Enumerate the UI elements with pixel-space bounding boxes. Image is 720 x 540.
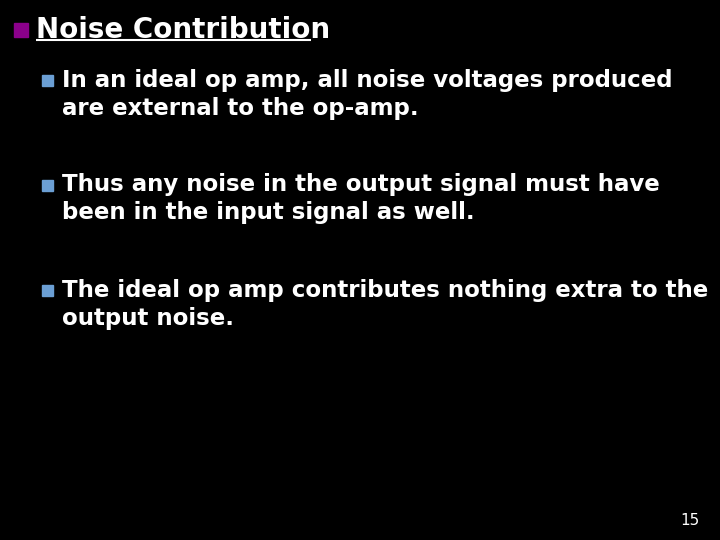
Text: The ideal op amp contributes nothing extra to the: The ideal op amp contributes nothing ext… (62, 279, 708, 301)
Bar (42, 75, 53, 85)
Text: been in the input signal as well.: been in the input signal as well. (62, 201, 474, 225)
Text: output noise.: output noise. (62, 307, 234, 329)
Text: In an ideal op amp, all noise voltages produced: In an ideal op amp, all noise voltages p… (62, 69, 672, 91)
Bar (42, 179, 53, 191)
Text: Noise Contribution: Noise Contribution (36, 16, 330, 44)
Bar (42, 285, 53, 295)
Bar (14, 23, 28, 37)
Text: are external to the op-amp.: are external to the op-amp. (62, 97, 418, 119)
Text: Thus any noise in the output signal must have: Thus any noise in the output signal must… (62, 173, 660, 197)
Text: 15: 15 (680, 513, 700, 528)
